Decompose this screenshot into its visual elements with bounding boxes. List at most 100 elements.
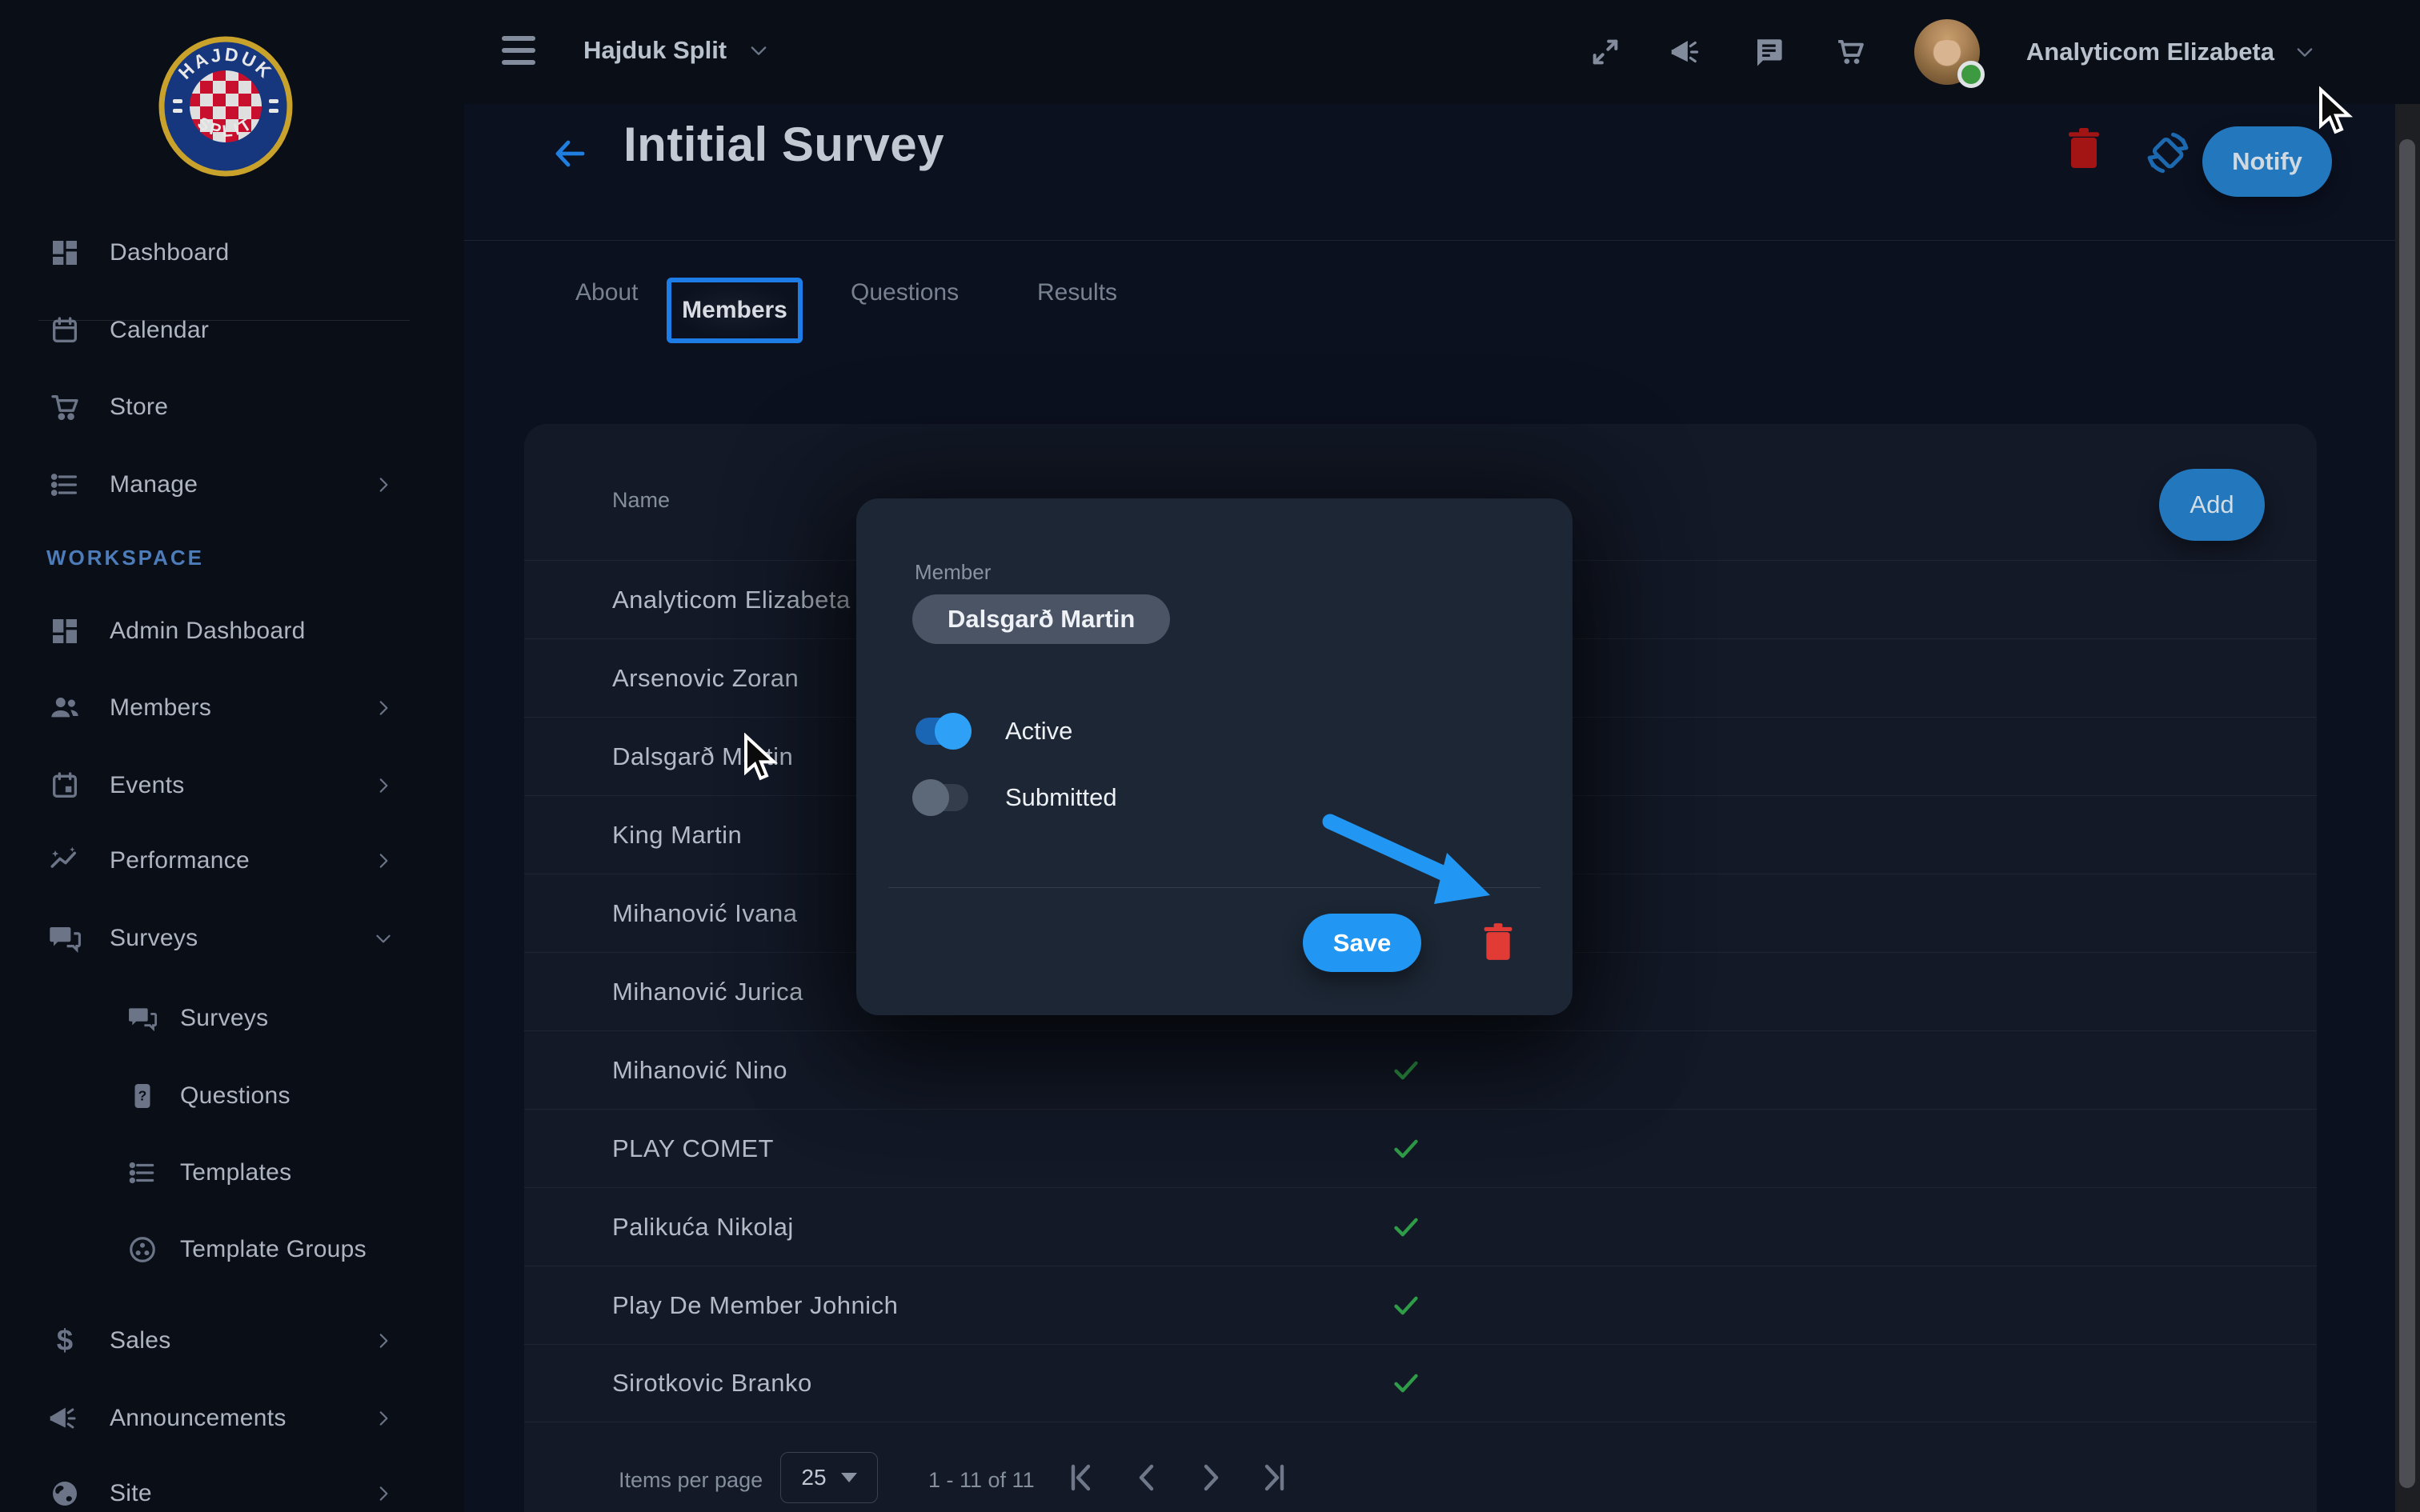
vertical-scrollbar[interactable] [2395,104,2420,1512]
submitted-check-icon [1390,1054,1422,1086]
chat-bubbles-icon [46,920,83,957]
sidebar-item-sales[interactable]: $ Sales [0,1302,464,1379]
sidebar-subitem-surveys[interactable]: Surveys [0,980,464,1057]
workspace-section-label: WORKSPACE [46,546,204,570]
delete-survey-icon[interactable] [2065,126,2103,173]
sidebar-item-label: Announcements [110,1405,286,1431]
sidebar-item-label: Manage [110,471,198,498]
sidebar-item-site[interactable]: Site [0,1455,464,1512]
tab-members[interactable]: Members [667,278,803,343]
member-name: Sirotkovic Branko [612,1369,812,1397]
cart-icon [46,389,83,426]
avatar[interactable] [1913,19,1985,88]
table-row[interactable]: Mihanović Nino [524,1030,2317,1109]
name-column-header: Name [612,487,671,512]
back-arrow-button[interactable] [551,134,589,173]
edit-member-dialog: Member Dalsgarð Martin Active Submitted … [856,498,1573,1015]
sidebar-item-surveys[interactable]: Surveys [0,900,464,977]
list-icon [124,1154,161,1191]
chevron-down-icon [2297,48,2313,57]
submitted-check-icon [1390,1211,1422,1243]
sidebar-item-label: Sales [110,1327,171,1354]
trending-sparkle-icon [46,842,83,879]
sidebar-item-manage[interactable]: Manage [0,446,464,523]
fullscreen-icon[interactable] [1588,34,1623,70]
items-per-page-label: Items per page [619,1468,763,1492]
user-menu[interactable]: Analyticom Elizabeta [2026,38,2316,66]
team-selector[interactable]: Hajduk Split [583,36,770,65]
dollar-icon: $ [46,1322,83,1359]
delete-member-icon[interactable] [1480,921,1516,964]
sidebar-subitem-templates[interactable]: Templates [0,1134,464,1211]
active-toggle-row[interactable]: Active [916,713,1073,750]
active-toggle-label: Active [1005,717,1073,745]
feedback-chat-icon[interactable] [1751,34,1786,70]
table-row[interactable]: Play De Member Johnich [524,1266,2317,1344]
next-page-button[interactable] [1191,1458,1229,1497]
sidebar-item-label: Events [110,772,185,798]
submitted-toggle[interactable] [912,779,968,816]
list-icon [46,466,83,503]
user-name: Analyticom Elizabeta [2025,38,2274,66]
calendar-icon [46,312,83,349]
sidebar-item-events[interactable]: Events [0,747,464,824]
dashboard-icon [46,234,83,271]
pagination-range: 1 - 11 of 11 [928,1468,1035,1492]
svg-text:?: ? [138,1088,147,1104]
group-circle-icon [124,1231,161,1268]
menu-toggle-button[interactable] [502,36,535,68]
add-member-button[interactable]: Add [2159,469,2265,541]
sidebar-subitem-template-groups[interactable]: Template Groups [0,1211,464,1288]
active-toggle[interactable] [916,713,972,750]
svg-text:$: $ [57,1325,73,1357]
team-name: Hajduk Split [583,36,727,64]
sidebar-subitem-questions[interactable]: ? Questions [0,1058,464,1134]
page-size-select[interactable]: 25 [780,1452,878,1503]
member-name: Palikuća Nikolaj [612,1212,794,1241]
cart-icon[interactable] [1833,34,1868,70]
first-page-button[interactable] [1062,1458,1100,1497]
table-row[interactable]: Palikuća Nikolaj [524,1187,2317,1266]
sidebar-item-performance[interactable]: Performance [0,822,464,899]
sidebar-item-label: Templates [180,1159,292,1186]
rotate-screen-icon[interactable] [2143,128,2193,178]
sidebar-item-announcements[interactable]: Announcements [0,1380,464,1457]
member-name: Play De Member Johnich [612,1290,899,1319]
topbar: Hajduk Split Analyticom Elizabeta [464,0,2420,104]
chevron-right-icon [373,1408,394,1429]
tab-results[interactable]: Results [1037,279,1118,306]
previous-page-button[interactable] [1128,1458,1167,1497]
chevron-right-icon [373,474,394,495]
table-row[interactable]: Sirotkovic Branko [524,1344,2317,1422]
announcements-icon[interactable] [1669,34,1705,70]
tab-about[interactable]: About [575,279,639,306]
member-name: Mihanović Nino [612,1055,787,1084]
member-name: King Martin [612,820,743,849]
sidebar-item-calendar[interactable]: Calendar [0,292,464,369]
chevron-down-icon [373,928,394,949]
pagination-bar: Items per page 25 1 - 11 of 11 [524,1450,2317,1512]
save-button[interactable]: Save [1303,914,1421,972]
sidebar-item-members[interactable]: Members [0,670,464,746]
last-page-button[interactable] [1255,1458,1293,1497]
table-row[interactable]: PLAY COMET [524,1109,2317,1187]
member-chip[interactable]: Dalsgarð Martin [912,594,1171,644]
tab-questions[interactable]: Questions [851,279,960,306]
sidebar-item-store[interactable]: Store [0,369,464,446]
scrollbar-thumb[interactable] [2399,139,2415,1488]
header-divider [464,240,2420,241]
chevron-right-icon [373,698,394,718]
member-name: Analyticom Elizabeta [612,585,851,614]
notify-button[interactable]: Notify [2202,126,2332,197]
page-title: Intitial Survey [623,118,944,171]
submitted-toggle-row[interactable]: Submitted [912,779,1117,816]
question-device-icon: ? [124,1078,161,1114]
sidebar-item-label: Surveys [180,1005,269,1031]
sidebar-item-label: Performance [110,847,250,874]
sidebar-item-admin-dashboard[interactable]: Admin Dashboard [0,593,464,670]
chevron-right-icon [373,775,394,796]
dashboard-icon [46,613,83,650]
hajduk-split-logo[interactable]: HAJDUK SPLIT [158,35,293,178]
sidebar-item-dashboard[interactable]: Dashboard [0,214,464,291]
